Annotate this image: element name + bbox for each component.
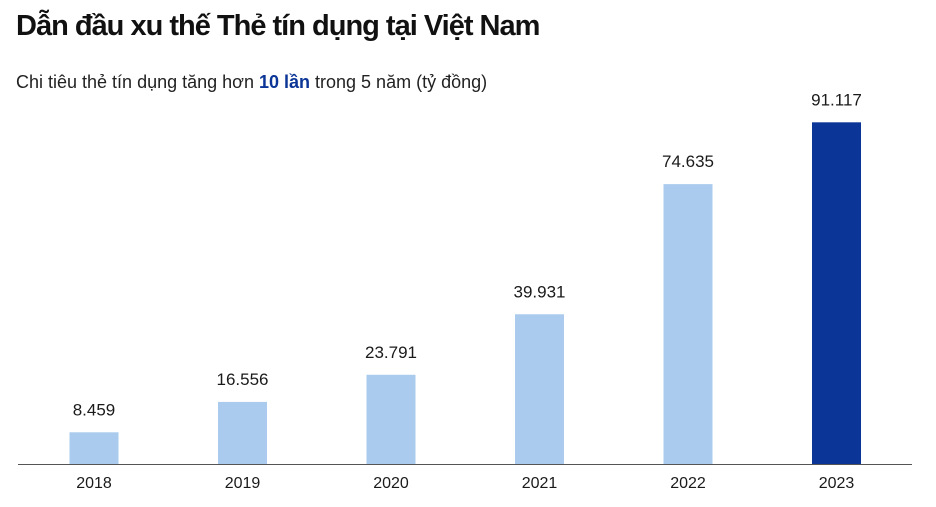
labels-group: 8.459 2018 16.556 2019 23.791 2020 39.931 2021 7… bbox=[73, 90, 862, 492]
value-label-2019: 16.556 bbox=[217, 370, 269, 389]
bar-2020 bbox=[366, 374, 416, 464]
x-tick-label-2021: 2021 bbox=[522, 475, 558, 492]
chart-title: Dẫn đầu xu thế Thẻ tín dụng tại Việt Nam bbox=[16, 10, 540, 42]
value-label-2023: 91.117 bbox=[811, 90, 862, 109]
bar-2022 bbox=[663, 184, 713, 464]
value-label-2021: 39.931 bbox=[514, 282, 566, 301]
x-tick-label-2019: 2019 bbox=[225, 475, 261, 492]
x-tick-label-2022: 2022 bbox=[670, 475, 706, 492]
subtitle-text-start: Chi tiêu thẻ tín dụng tăng hơn bbox=[16, 72, 259, 92]
value-label-2022: 74.635 bbox=[662, 152, 714, 171]
chart-subtitle: Chi tiêu thẻ tín dụng tăng hơn 10 lần tr… bbox=[16, 72, 487, 93]
bar-2018 bbox=[69, 432, 119, 464]
subtitle-text-end: trong 5 năm (tỷ đồng) bbox=[310, 72, 488, 92]
subtitle-highlight: 10 lần bbox=[258, 72, 311, 92]
bar-2021 bbox=[515, 314, 564, 464]
x-tick-label-2020: 2020 bbox=[373, 475, 409, 492]
bar-2019 bbox=[218, 401, 267, 464]
value-label-2018: 8.459 bbox=[73, 400, 116, 419]
bars-group bbox=[69, 122, 861, 464]
x-tick-label-2023: 2023 bbox=[819, 475, 855, 492]
x-tick-label-2018: 2018 bbox=[76, 475, 112, 492]
value-label-2020: 23.791 bbox=[365, 343, 417, 362]
bar-2023 bbox=[812, 122, 861, 464]
